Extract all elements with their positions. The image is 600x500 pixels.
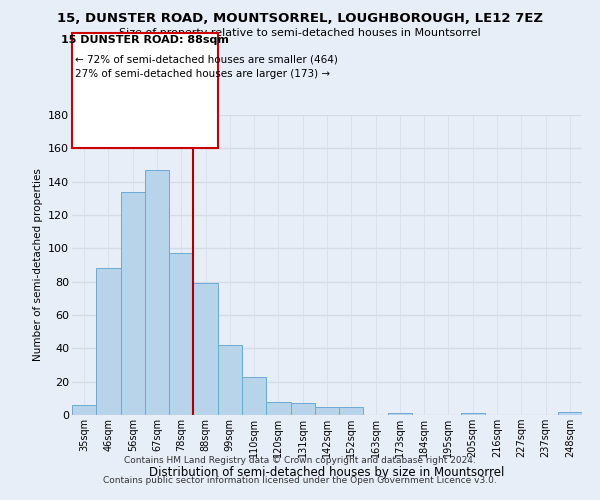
- Text: Contains HM Land Registry data © Crown copyright and database right 2024.: Contains HM Land Registry data © Crown c…: [124, 456, 476, 465]
- Y-axis label: Number of semi-detached properties: Number of semi-detached properties: [32, 168, 43, 362]
- Bar: [193, 284, 218, 415]
- Text: ← 72% of semi-detached houses are smaller (464): ← 72% of semi-detached houses are smalle…: [75, 54, 338, 64]
- Bar: [121, 192, 145, 415]
- Text: Contains public sector information licensed under the Open Government Licence v3: Contains public sector information licen…: [103, 476, 497, 485]
- Bar: [96, 268, 121, 415]
- Bar: [72, 405, 96, 415]
- Text: Size of property relative to semi-detached houses in Mountsorrel: Size of property relative to semi-detach…: [119, 28, 481, 38]
- Bar: [145, 170, 169, 415]
- Bar: [218, 345, 242, 415]
- Bar: [315, 406, 339, 415]
- Bar: [339, 406, 364, 415]
- Text: 15 DUNSTER ROAD: 88sqm: 15 DUNSTER ROAD: 88sqm: [61, 35, 229, 45]
- Bar: [388, 414, 412, 415]
- Bar: [558, 412, 582, 415]
- Text: 15, DUNSTER ROAD, MOUNTSORREL, LOUGHBOROUGH, LE12 7EZ: 15, DUNSTER ROAD, MOUNTSORREL, LOUGHBORO…: [57, 12, 543, 26]
- Bar: [242, 376, 266, 415]
- Text: 27% of semi-detached houses are larger (173) →: 27% of semi-detached houses are larger (…: [75, 69, 330, 79]
- X-axis label: Distribution of semi-detached houses by size in Mountsorrel: Distribution of semi-detached houses by …: [149, 466, 505, 478]
- Bar: [290, 404, 315, 415]
- Bar: [461, 414, 485, 415]
- Bar: [266, 402, 290, 415]
- Bar: [169, 254, 193, 415]
